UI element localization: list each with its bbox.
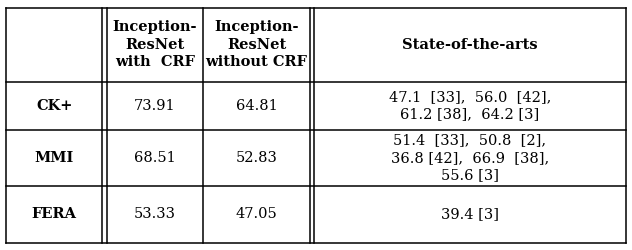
- Text: Inception-
ResNet
without CRF: Inception- ResNet without CRF: [205, 20, 308, 69]
- Text: 39.4 [3]: 39.4 [3]: [441, 207, 499, 221]
- Text: Inception-
ResNet
with  CRF: Inception- ResNet with CRF: [112, 20, 197, 69]
- Text: State-of-the-arts: State-of-the-arts: [402, 38, 538, 52]
- Text: FERA: FERA: [32, 207, 77, 221]
- Text: CK+: CK+: [36, 98, 73, 112]
- Text: 47.05: 47.05: [236, 207, 277, 221]
- Text: 68.51: 68.51: [134, 151, 176, 165]
- Text: 52.83: 52.83: [236, 151, 277, 165]
- Text: 53.33: 53.33: [134, 207, 176, 221]
- Text: 73.91: 73.91: [134, 98, 176, 112]
- Text: 47.1  [33],  56.0  [42],
61.2 [38],  64.2 [3]: 47.1 [33], 56.0 [42], 61.2 [38], 64.2 [3…: [389, 90, 551, 121]
- Text: 51.4  [33],  50.8  [2],
36.8 [42],  66.9  [38],
55.6 [3]: 51.4 [33], 50.8 [2], 36.8 [42], 66.9 [38…: [391, 134, 549, 182]
- Text: MMI: MMI: [35, 151, 74, 165]
- Text: 64.81: 64.81: [236, 98, 277, 112]
